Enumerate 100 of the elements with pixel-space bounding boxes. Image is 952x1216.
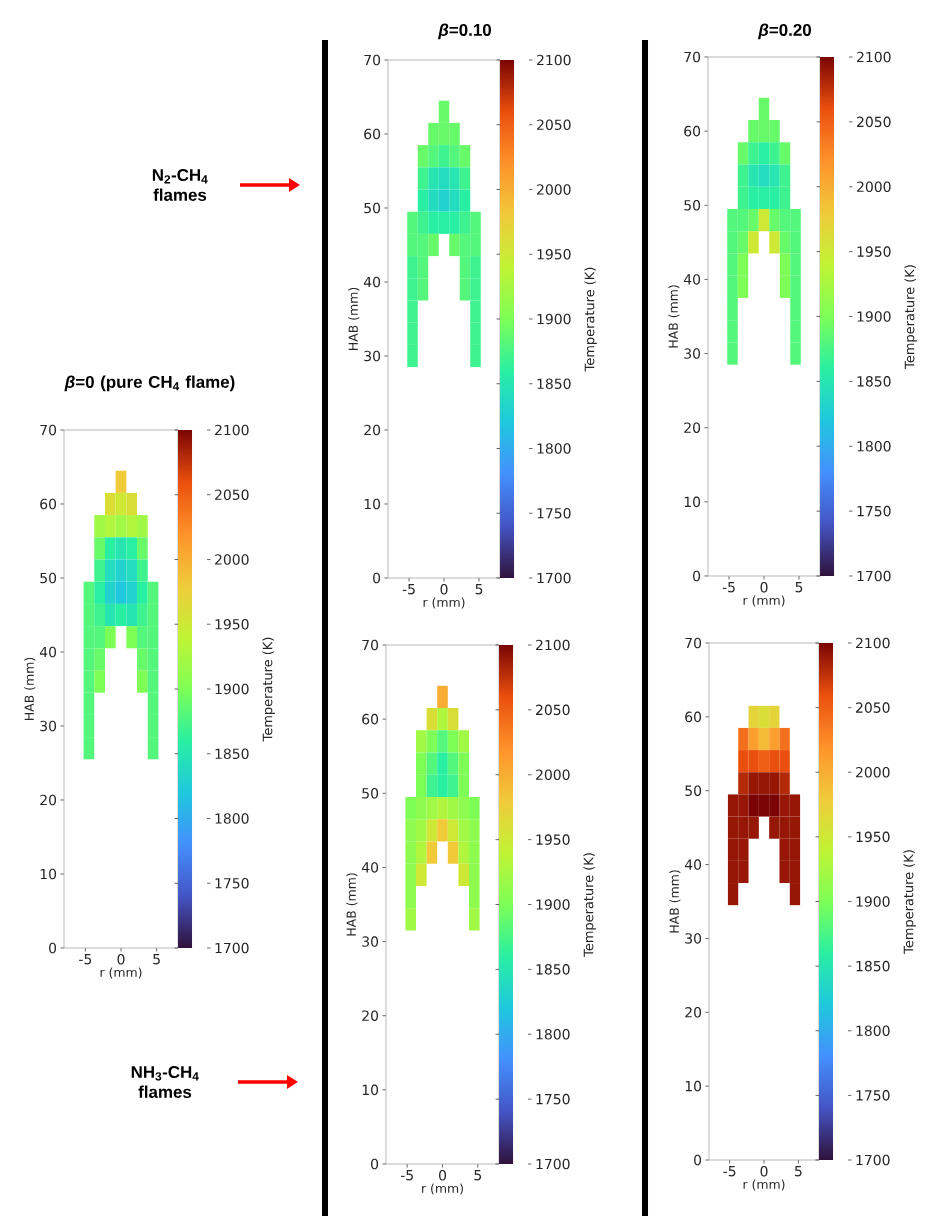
color-bar-label: 2100 — [536, 639, 570, 651]
chart-title: β=0.10 — [437, 23, 491, 40]
color-bar-label: 2100 — [857, 51, 891, 63]
y-tick-label: 50 — [362, 788, 379, 799]
chart-title: β=0.20 — [757, 23, 811, 40]
color-bar-label: 1850 — [856, 960, 890, 972]
color-bar-label: 1700 — [215, 942, 249, 954]
y-tick-label: 60 — [364, 128, 381, 140]
color-bar-label: 2050 — [536, 704, 570, 716]
y-axis-title: HAB (mm) — [346, 873, 358, 936]
color-bar-label: 2000 — [856, 766, 890, 778]
y-tick-label: 10 — [684, 496, 701, 508]
color-bar-label: 1800 — [856, 1025, 890, 1037]
y-tick-label: 60 — [685, 711, 702, 723]
y-tick-label: 40 — [683, 274, 701, 285]
y-tick-label: 40 — [39, 646, 57, 658]
y-tick-label: 10 — [362, 1084, 379, 1096]
x-tick-label: -5 — [723, 1166, 736, 1177]
color-bar-label: 1750 — [536, 1093, 570, 1105]
color-bar-title: Temperature (K) — [583, 853, 596, 957]
color-bar-label: 1900 — [857, 311, 891, 322]
color-bar-label: 1800 — [537, 443, 571, 454]
color-bar-label: 2000 — [857, 181, 891, 193]
color-bar-label: 1700 — [537, 572, 571, 584]
color-bar-label: 2100 — [856, 637, 890, 649]
x-tick-label: 0 — [438, 1170, 447, 1181]
y-tick-label: 70 — [362, 639, 379, 651]
color-bar-label: 1950 — [537, 248, 571, 260]
x-tick-label: 0 — [760, 1166, 768, 1177]
color-bar-title: Temperature (K) — [584, 267, 597, 372]
y-tick-label: 70 — [685, 637, 702, 649]
y-tick-label: 40 — [684, 859, 702, 870]
color-bar-label: 1850 — [857, 376, 891, 387]
x-axis-title: r (mm) — [422, 1183, 463, 1195]
y-tick-label: 0 — [693, 570, 701, 582]
x-tick-label: 5 — [475, 584, 483, 595]
color-bar-label: 2100 — [537, 54, 571, 66]
y-tick-label: 20 — [364, 424, 381, 436]
x-tick-label: 5 — [795, 582, 803, 593]
y-tick-label: 60 — [684, 125, 701, 137]
color-bar-label: 2100 — [215, 424, 249, 436]
y-tick-label: 40 — [363, 276, 381, 288]
color-bar-label: 1950 — [215, 618, 249, 630]
color-bar-label: 1800 — [215, 813, 249, 824]
color-bar-title: Temperature (K) — [904, 265, 917, 369]
y-tick-label: 10 — [364, 498, 381, 510]
y-axis-title: HAB (mm) — [669, 870, 681, 933]
color-bar-label: 2000 — [537, 184, 571, 195]
x-axis-title: r (mm) — [423, 597, 465, 609]
y-tick-label: 50 — [685, 785, 702, 796]
x-axis-title: r (mm) — [100, 967, 142, 979]
x-tick-label: -5 — [722, 582, 735, 593]
x-tick-label: -5 — [79, 954, 92, 965]
y-tick-label: 20 — [685, 1007, 702, 1018]
color-bar-title: Temperature (K) — [262, 637, 275, 742]
text: N$_{2}$-CH$_{4}$ flames — [152, 169, 208, 201]
y-tick-label: 60 — [362, 713, 379, 725]
x-tick-label: 5 — [795, 1166, 802, 1177]
color-bar-label: 1850 — [537, 378, 571, 390]
y-tick-label: 30 — [362, 936, 379, 947]
color-bar-label: 2050 — [537, 119, 571, 131]
y-tick-label: 30 — [684, 348, 701, 359]
color-bar-label: 1950 — [856, 831, 890, 843]
x-tick-label: 0 — [117, 954, 125, 965]
y-tick-label: 20 — [40, 794, 57, 806]
color-bar-title: Temperature (K) — [903, 850, 916, 954]
color-bar-label: 2050 — [215, 489, 249, 501]
y-tick-label: 40 — [361, 862, 379, 873]
chart-title: β=0 (pure CH$_{4}$ flame) — [64, 375, 235, 392]
y-tick-label: 30 — [364, 350, 381, 362]
color-bar-label: 1900 — [537, 313, 571, 325]
color-bar-label: 1700 — [856, 1154, 890, 1166]
x-tick-label: 5 — [153, 954, 160, 965]
y-tick-label: 0 — [49, 942, 57, 954]
y-tick-label: 50 — [40, 572, 57, 584]
color-bar-label: 1700 — [857, 570, 891, 582]
y-tick-label: 30 — [685, 933, 702, 944]
y-tick-label: 0 — [694, 1154, 702, 1166]
color-bar-label: 2050 — [856, 702, 890, 713]
text: NH$_{3}$-CH$_{4}$ flames — [131, 1066, 199, 1098]
x-tick-label: 5 — [474, 1170, 482, 1181]
color-bar-label: 1900 — [215, 683, 249, 695]
color-bar-label: 1950 — [857, 246, 891, 257]
color-bar-label: 1750 — [537, 507, 571, 519]
y-tick-label: 20 — [684, 422, 701, 433]
x-tick-label: -5 — [400, 1170, 413, 1181]
color-bar-label: 1750 — [215, 877, 249, 889]
x-axis-title: r (mm) — [743, 595, 785, 607]
y-tick-label: 60 — [40, 498, 57, 510]
y-tick-label: 30 — [40, 720, 57, 732]
color-bar-label: 2050 — [857, 116, 891, 128]
color-bar-label: 1900 — [856, 896, 890, 907]
color-bar-label: 1950 — [536, 834, 570, 845]
color-bar-label: 1750 — [857, 505, 891, 517]
color-bar-label: 1700 — [536, 1158, 570, 1170]
color-bar-label: 1800 — [857, 440, 891, 452]
color-bar-label: 1850 — [536, 964, 570, 975]
y-tick-label: 50 — [684, 199, 701, 211]
x-tick-label: 0 — [760, 582, 768, 593]
y-tick-label: 70 — [684, 51, 701, 63]
